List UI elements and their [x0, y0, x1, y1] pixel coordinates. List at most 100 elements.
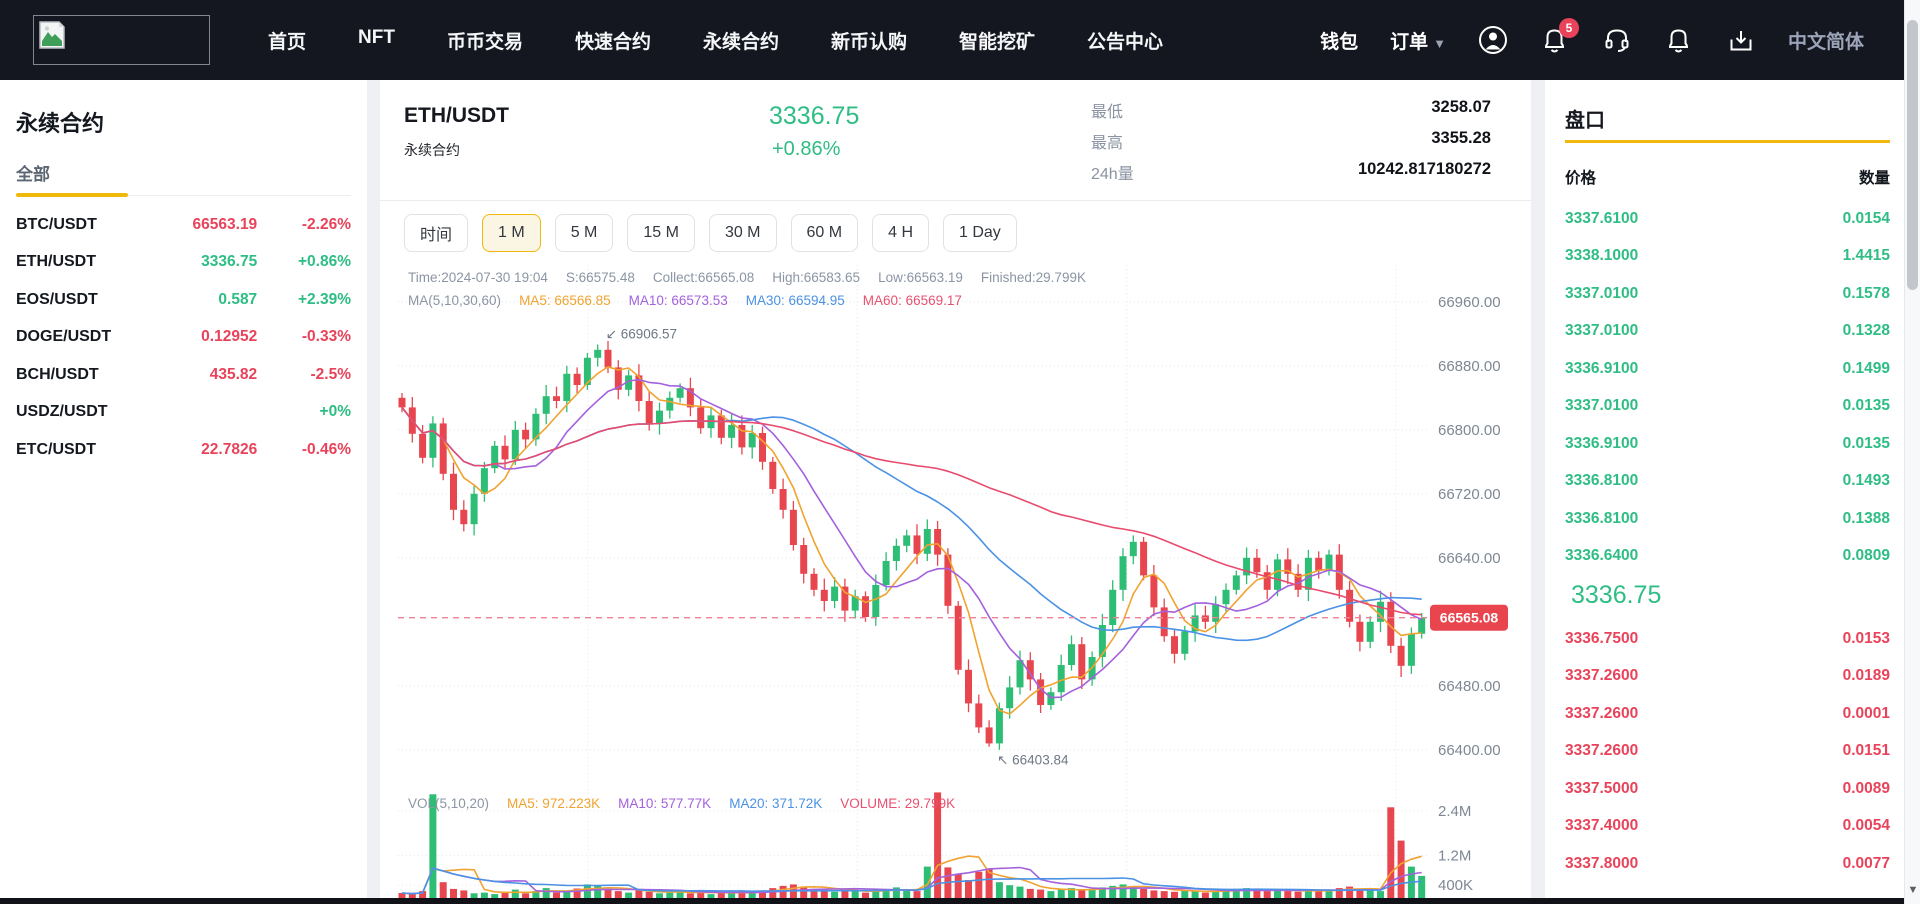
pair-price: 66563.19: [192, 215, 258, 233]
nav-item-0[interactable]: 首页: [268, 31, 307, 53]
nav-item-2[interactable]: 币币交易: [446, 31, 523, 53]
tab-all[interactable]: 全部: [16, 165, 50, 184]
svg-text:66565.08: 66565.08: [1440, 610, 1499, 626]
nav-item-7[interactable]: 公告中心: [1087, 31, 1164, 53]
nav-item-5[interactable]: 新币认购: [831, 31, 908, 53]
pair-list: BTC/USDT 66563.19 -2.26% ETH/USDT 3336.75 +0.…: [16, 206, 351, 469]
orderbook-upper-rows: 3337.6100 0.0154 3338.1000 1.4415 3337.0100 0…: [1545, 200, 1910, 575]
nav-item-1[interactable]: NFT: [358, 26, 395, 48]
stat-value: 3355.28: [1431, 129, 1491, 147]
order-amount: 0.1388: [1842, 509, 1890, 527]
timeframe-button-1day[interactable]: 1 Day: [943, 214, 1017, 252]
orderbook-row[interactable]: 3337.0100 0.0135: [1545, 388, 1910, 426]
notification-bell-icon[interactable]: 5: [1540, 18, 1579, 55]
order-amount: 0.0077: [1842, 854, 1890, 872]
timeframe-button-30m[interactable]: 30 M: [708, 214, 777, 252]
orderbook-row[interactable]: 3337.0100 0.1328: [1545, 313, 1910, 351]
svg-text:400K: 400K: [1438, 877, 1473, 894]
orderbook-row[interactable]: 3337.6100 0.0154: [1545, 200, 1910, 238]
chart-pair-title: ETH/USDT: [404, 104, 509, 127]
orderbook-row[interactable]: 3337.2600 0.0151: [1545, 733, 1910, 771]
order-amount: 0.0054: [1842, 817, 1890, 835]
order-amount: 0.0001: [1842, 704, 1890, 722]
pair-symbol: ETH/USDT: [16, 253, 96, 271]
headset-icon[interactable]: [1602, 25, 1632, 55]
order-price: 3336.7500: [1565, 629, 1639, 647]
order-amount: 0.0809: [1842, 547, 1890, 565]
orderbook-row[interactable]: 3337.4000 0.0054: [1545, 808, 1910, 846]
order-price: 3337.2600: [1565, 667, 1639, 685]
timeframe-button-60m[interactable]: 60 M: [790, 214, 859, 252]
stat-row: 最低 3258.07: [1091, 98, 1491, 122]
logo[interactable]: [33, 15, 210, 65]
wallet-link[interactable]: 钱包: [1320, 31, 1359, 53]
orderbook-row[interactable]: 3336.7500 0.0153: [1545, 620, 1910, 658]
pair-row[interactable]: ETC/USDT 22.7826 -0.46%: [16, 431, 351, 469]
price-header: 价格: [1565, 170, 1597, 187]
order-amount: 1.4415: [1842, 247, 1890, 265]
orderbook-current-price: 3336.75: [1571, 580, 1662, 609]
scrollbar-thumb[interactable]: [1907, 20, 1918, 290]
timeframe-button-4h[interactable]: 4 H: [872, 214, 929, 252]
timeframe-button-1m[interactable]: 1 M: [482, 214, 541, 252]
orderbook-row[interactable]: 3336.8100 0.1388: [1545, 500, 1910, 538]
nav-item-6[interactable]: 智能挖矿: [959, 31, 1036, 53]
orders-menu[interactable]: 订单 ▼: [1390, 31, 1446, 53]
pair-price: 22.7826: [201, 440, 258, 458]
svg-text:66480.00: 66480.00: [1438, 678, 1501, 695]
pair-price: 0.12952: [201, 328, 258, 346]
svg-text:↖ 66403.84: ↖ 66403.84: [997, 753, 1069, 768]
orderbook-row[interactable]: 3337.8000 0.0077: [1545, 845, 1910, 883]
timeframe-buttons: 时间 1 M 5 M 15 M 30 M 60 M 4 H 1 Day: [404, 214, 1017, 252]
pair-row[interactable]: BTC/USDT 66563.19 -2.26%: [16, 206, 351, 244]
orderbook-row[interactable]: 3337.2600 0.0001: [1545, 695, 1910, 733]
pair-row[interactable]: EOS/USDT 0.587 +2.39%: [16, 281, 351, 319]
pair-row[interactable]: DOGE/USDT 0.12952 -0.33%: [16, 319, 351, 357]
stat-value: 3258.07: [1431, 98, 1491, 116]
pair-row[interactable]: BCH/USDT 435.82 -2.5%: [16, 356, 351, 394]
orderbook-row[interactable]: 3337.5000 0.0089: [1545, 770, 1910, 808]
order-price: 3337.6100: [1565, 209, 1639, 227]
orderbook-headers: 价格 数量: [1545, 166, 1910, 188]
order-price: 3336.8100: [1565, 472, 1639, 490]
orderbook-row[interactable]: 3336.6400 0.0809: [1545, 538, 1910, 576]
pair-price: 3336.75: [201, 253, 258, 271]
chart-last-price: 3336.75: [769, 102, 860, 130]
user-profile-icon[interactable]: [1478, 25, 1508, 55]
candlestick-chart[interactable]: 66960.00 66880.00 66800.00 66720.00 66640.00…: [380, 265, 1530, 904]
pair-change: -2.26%: [301, 215, 351, 233]
nav-item-3[interactable]: 快速合约: [574, 31, 651, 53]
timeframe-button-15m[interactable]: 15 M: [627, 214, 695, 252]
order-amount: 0.0153: [1842, 629, 1890, 647]
language-selector[interactable]: 中文简体: [1787, 31, 1864, 53]
orderbook-row[interactable]: 3336.9100 0.0135: [1545, 425, 1910, 463]
timeframe-button-时间[interactable]: 时间: [404, 214, 469, 252]
scroll-down-arrow-icon[interactable]: ▼: [1907, 884, 1919, 896]
svg-text:2.4M: 2.4M: [1438, 803, 1471, 820]
notification-badge: 5: [1558, 18, 1579, 38]
pair-symbol: DOGE/USDT: [16, 328, 112, 346]
bell-icon[interactable]: [1664, 25, 1694, 55]
orderbook-row[interactable]: 3337.0100 0.1578: [1545, 275, 1910, 313]
orderbook-row[interactable]: 3337.2600 0.0189: [1545, 658, 1910, 696]
order-price: 3336.9100: [1565, 434, 1639, 452]
pair-symbol: ETC/USDT: [16, 440, 96, 458]
orderbook-row[interactable]: 3336.9100 0.1499: [1545, 350, 1910, 388]
order-amount: 0.1493: [1842, 472, 1890, 490]
chart-price-change: +0.86%: [772, 138, 841, 160]
orderbook-row[interactable]: 3336.8100 0.1493: [1545, 463, 1910, 501]
timeframe-button-5m[interactable]: 5 M: [554, 214, 614, 252]
order-price: 3337.0100: [1565, 322, 1639, 340]
orderbook-row[interactable]: 3338.1000 1.4415: [1545, 238, 1910, 276]
order-amount: 0.1499: [1842, 359, 1890, 377]
divider: [380, 200, 1531, 201]
bottom-bar: [0, 898, 1920, 904]
download-icon[interactable]: [1726, 25, 1756, 55]
nav-item-4[interactable]: 永续合约: [702, 31, 779, 53]
order-amount: 0.0151: [1842, 742, 1890, 760]
pair-row[interactable]: ETH/USDT 3336.75 +0.86%: [16, 244, 351, 282]
page-scrollbar[interactable]: ▼: [1904, 0, 1920, 904]
pair-price: 0.587: [218, 290, 258, 308]
pair-row[interactable]: USDZ/USDT +0%: [16, 394, 351, 432]
pairs-sidebar: 永续合约 全部 BTC/USDT 66563.19 -2.26% ETH/USDT 33…: [0, 80, 367, 904]
